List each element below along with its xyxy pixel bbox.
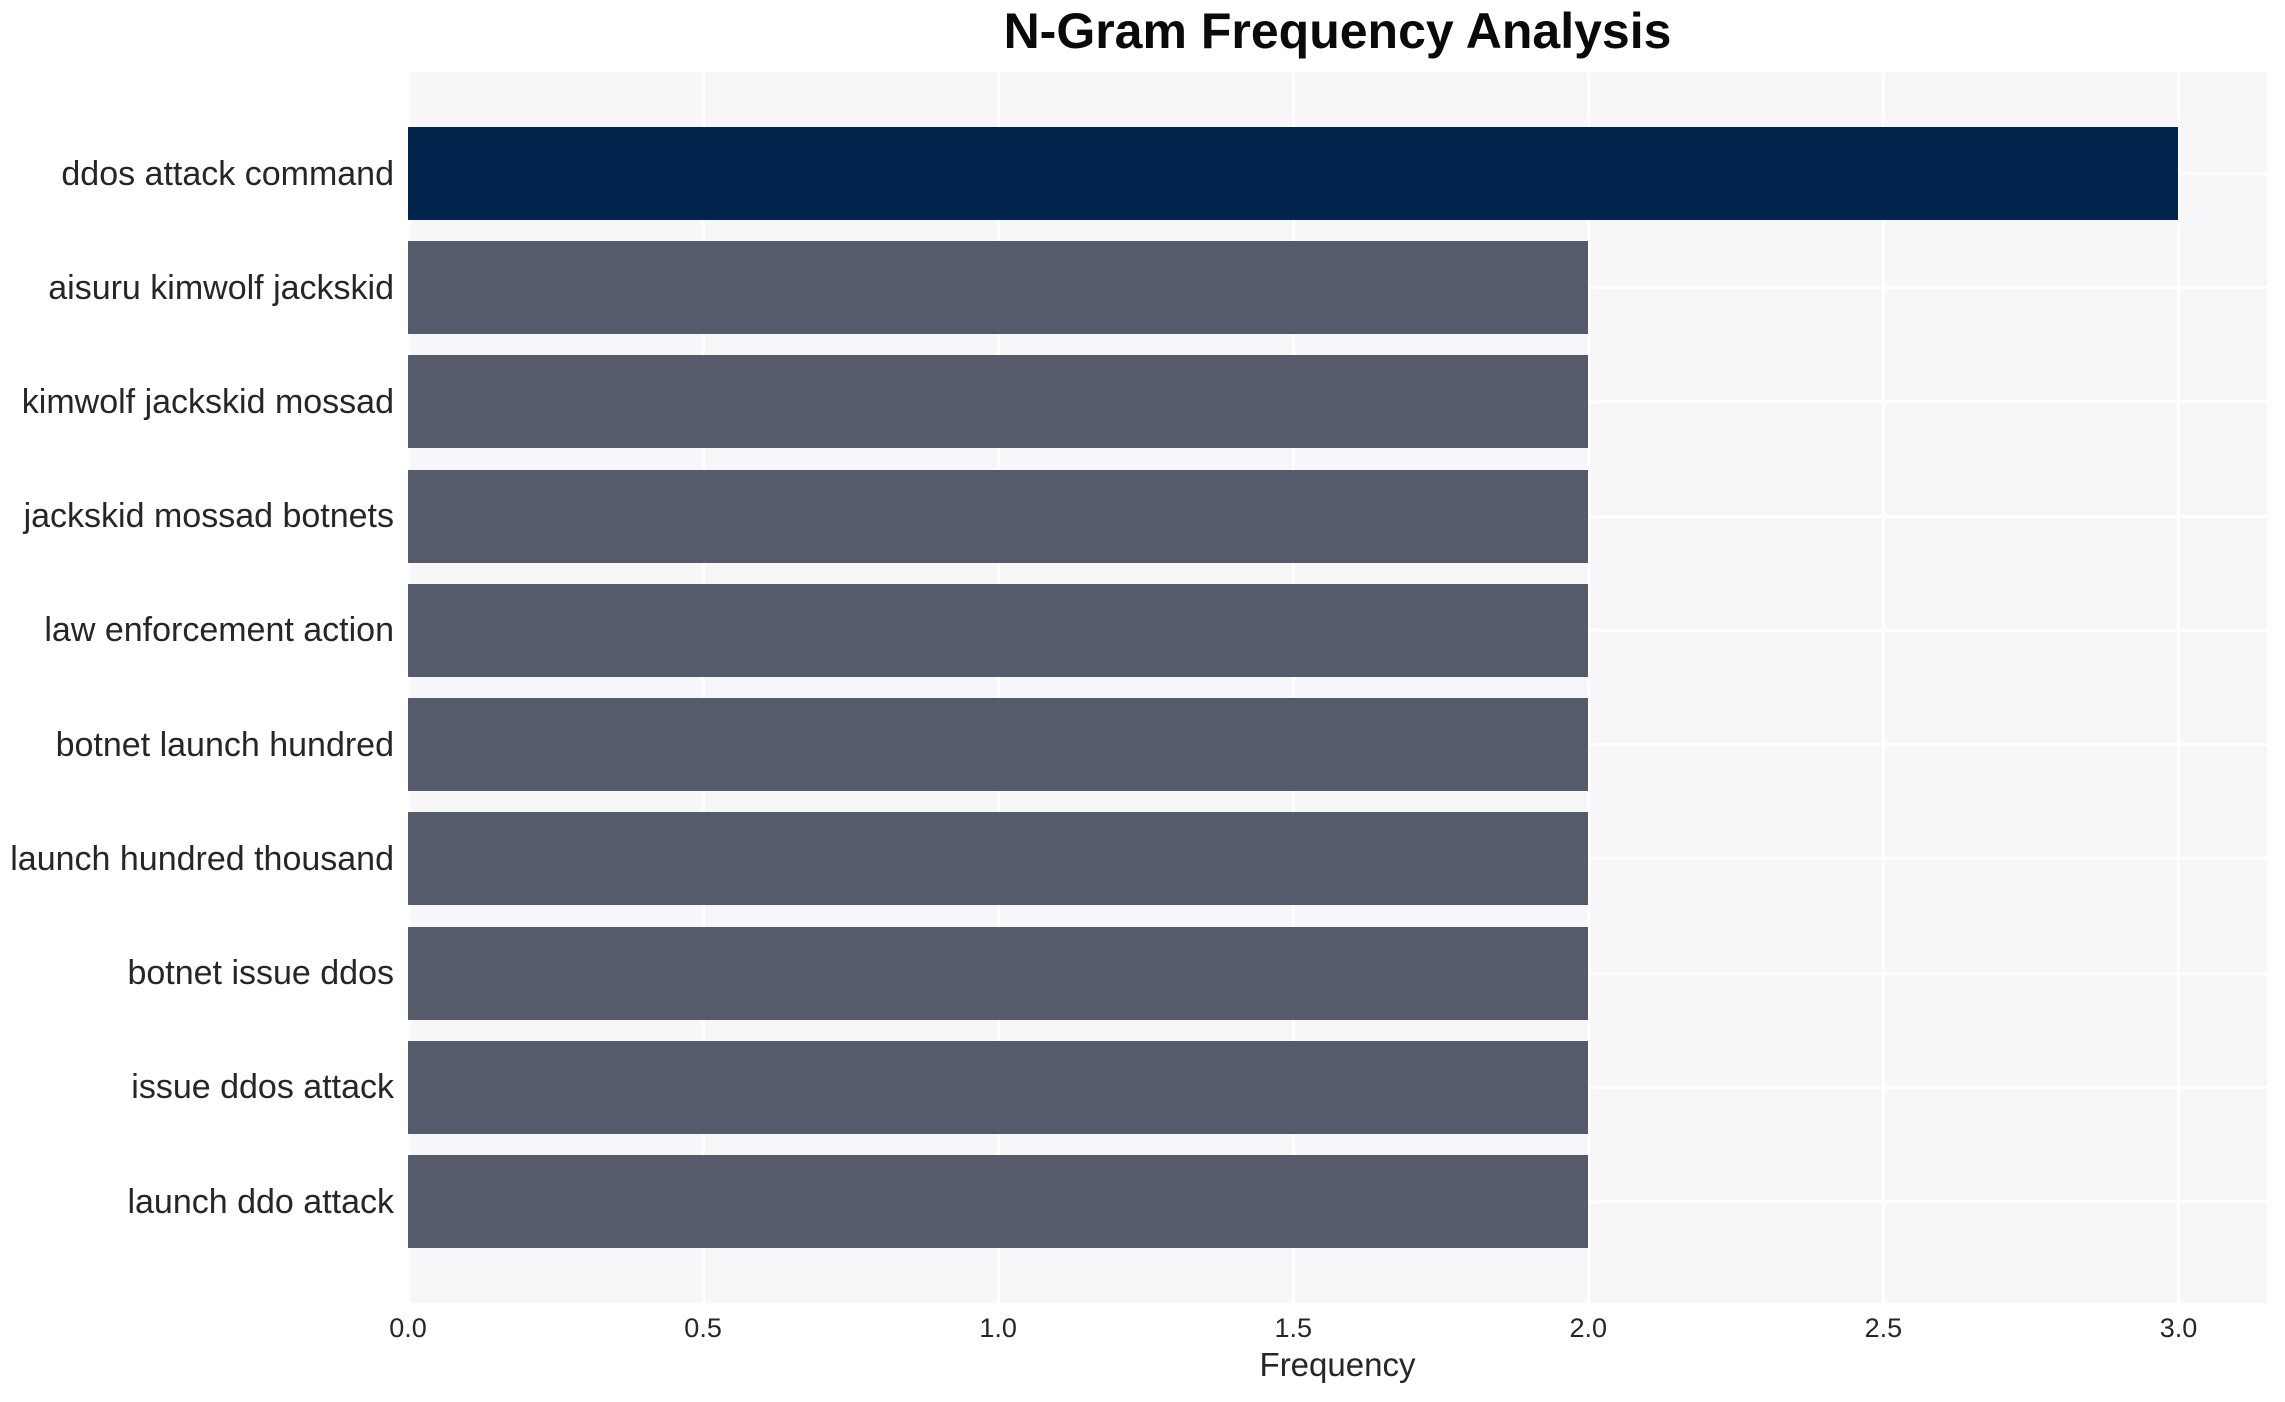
x-tick-label: 3.0	[2159, 1313, 2198, 1343]
bar-aisuru-kimwolf-jackskid	[408, 241, 1589, 335]
bar-ddos-attack-command	[408, 127, 2179, 220]
y-tick-label: law enforcement action	[44, 611, 394, 650]
vertical-gridline	[1291, 72, 1295, 1303]
bar-issue-ddos-attack	[408, 1040, 1589, 1134]
vertical-gridline	[701, 72, 705, 1303]
vertical-gridline	[406, 72, 410, 1303]
vertical-gridline	[996, 72, 1000, 1303]
bar-kimwolf-jackskid-mossad	[408, 355, 1589, 449]
vertical-gridline	[2176, 72, 2180, 1303]
y-tick-label: launch hundred thousand	[10, 839, 394, 878]
y-tick-label: kimwolf jackskid mossad	[21, 382, 394, 421]
y-tick-label: launch ddo attack	[127, 1182, 394, 1221]
y-tick-label: issue ddos attack	[131, 1068, 394, 1107]
y-tick-label: jackskid mossad botnets	[23, 497, 394, 536]
y-tick-label: aisuru kimwolf jackskid	[48, 268, 394, 307]
y-tick-label: ddos attack command	[61, 154, 394, 193]
y-tick-label: botnet issue ddos	[127, 954, 394, 993]
x-tick-label: 2.5	[1864, 1313, 1903, 1343]
plot-area	[406, 72, 2267, 1303]
x-tick-label: 1.5	[1274, 1313, 1312, 1343]
y-tick-label: botnet launch hundred	[55, 725, 394, 764]
bar-botnet-issue-ddos	[408, 926, 1589, 1020]
x-axis-label: Frequency	[1259, 1346, 1416, 1383]
bar-launch-hundred-thousand	[408, 812, 1589, 906]
bar-botnet-launch-hundred	[408, 698, 1589, 792]
bar-jackskid-mossad-botnets	[408, 469, 1589, 563]
bar-law-enforcement-action	[408, 583, 1589, 677]
bar-launch-ddo-attack	[408, 1155, 1589, 1248]
x-tick-label: 0.5	[684, 1313, 722, 1343]
vertical-gridline	[1881, 72, 1885, 1303]
x-tick-label: 0.0	[389, 1313, 427, 1343]
chart-title: N-Gram Frequency Analysis	[1003, 3, 1672, 59]
x-tick-label: 1.0	[979, 1313, 1017, 1343]
vertical-gridline	[1586, 72, 1590, 1303]
x-tick-label: 2.0	[1569, 1313, 1608, 1343]
